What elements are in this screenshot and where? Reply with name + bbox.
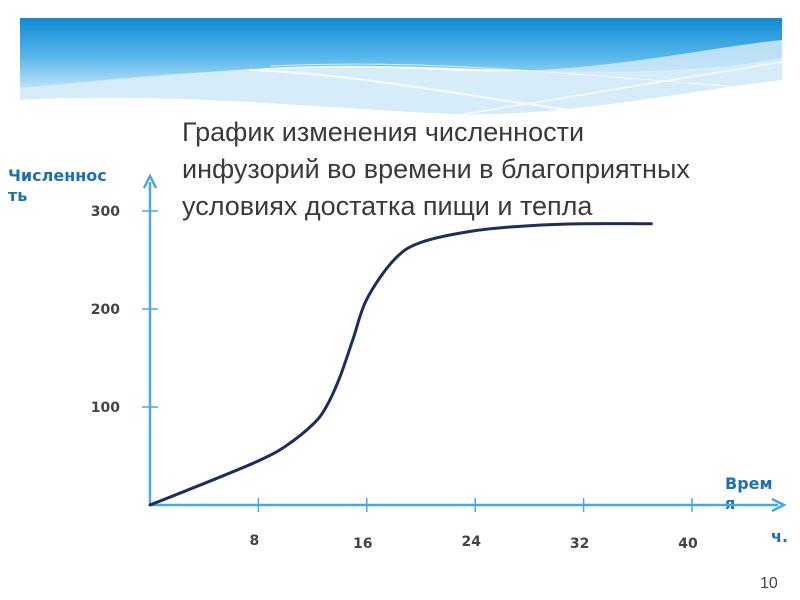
axes-group [142,173,787,513]
x-tick-label: 8 [250,533,260,549]
x-tick-label: 32 [570,536,589,552]
x-tick-label: 24 [461,534,481,550]
plot-group [148,222,653,507]
header-banner [20,18,782,127]
y-tick-label: 100 [91,400,120,416]
chart-title: График изменения численности инфузорий в… [182,117,690,221]
x-axis-arrow [771,497,787,513]
page-number: 10 [760,575,778,592]
population-curve [148,222,653,507]
y-axis-label: Численнос ть [8,166,107,205]
ticks-group: 8 16 24 32 40 100 200 300 [91,204,698,552]
x-axis-label: Врем я [725,474,773,513]
x-tick-label: 40 [678,536,698,552]
y-axis-arrow [142,173,158,189]
x-tick-label: 16 [353,536,372,552]
y-tick-label: 200 [91,302,120,318]
x-axis-unit: ч. [771,527,789,546]
y-tick-label: 300 [91,204,120,220]
